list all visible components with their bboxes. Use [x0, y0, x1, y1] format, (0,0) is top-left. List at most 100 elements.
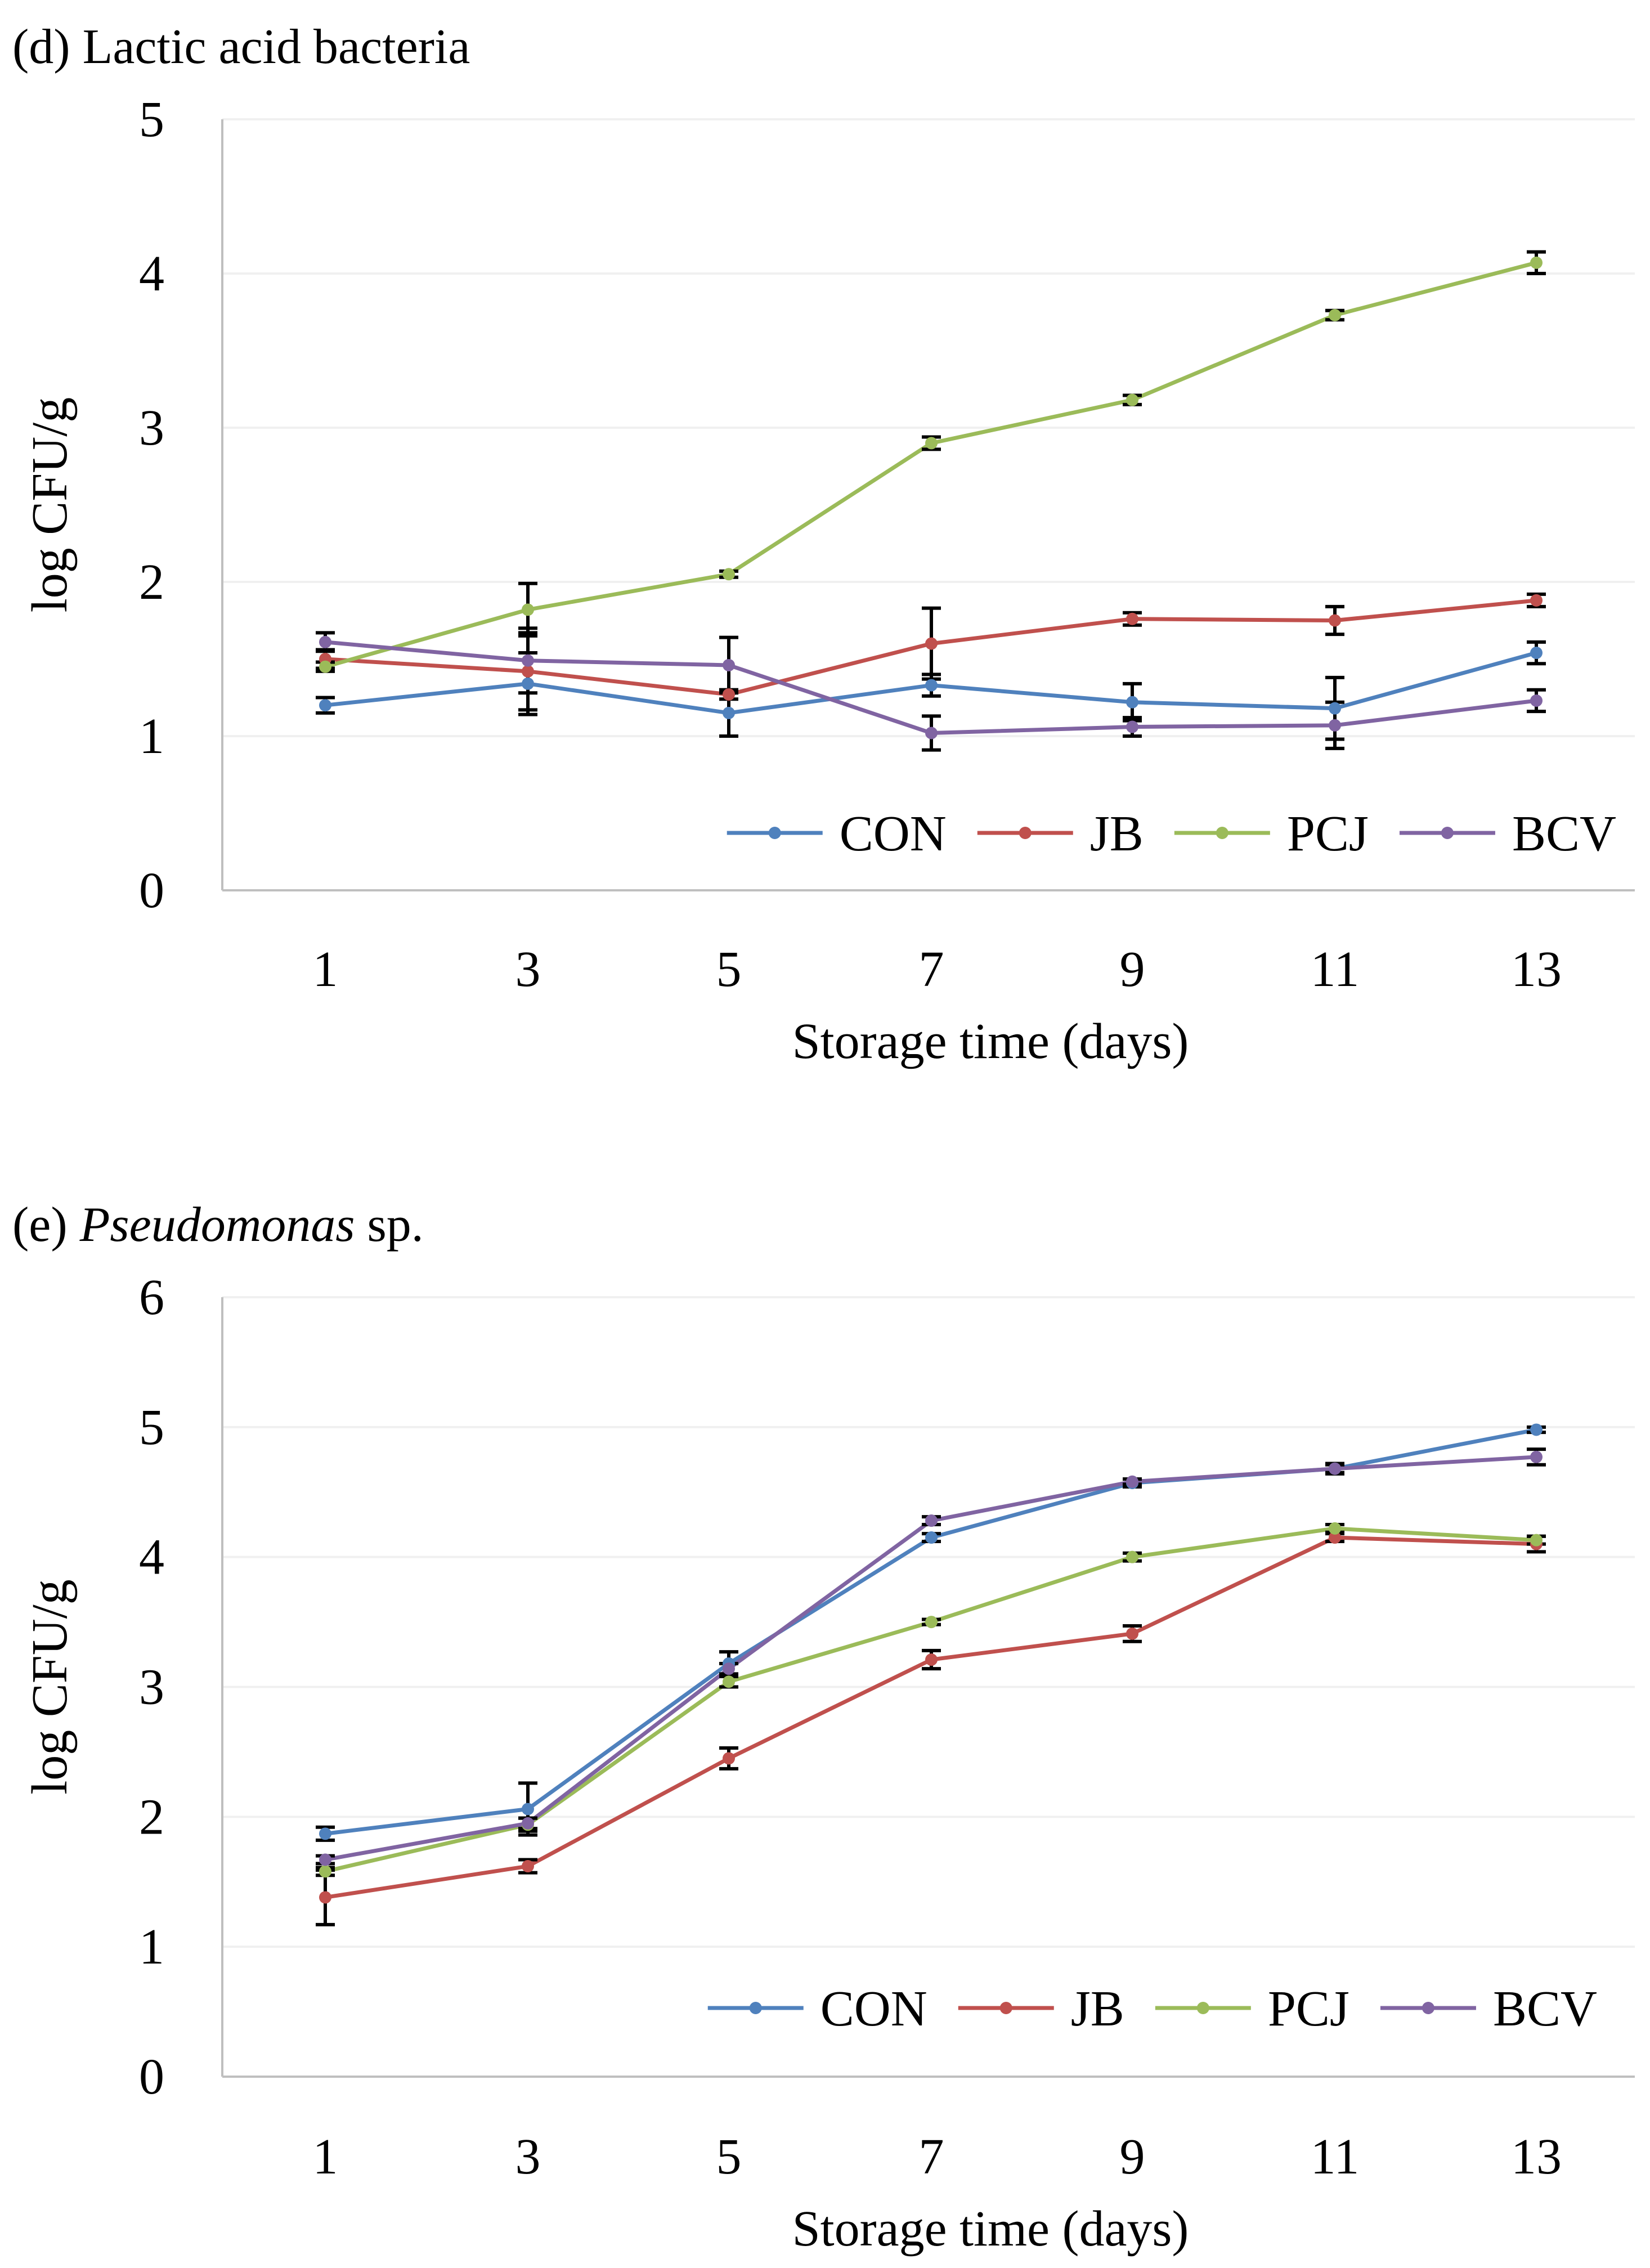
- data-point-pcj: [1530, 1534, 1543, 1547]
- legend-marker: [1196, 2002, 1209, 2014]
- gridlines: [222, 1296, 1635, 1948]
- legend-marker: [768, 827, 781, 839]
- data-point-pcj: [319, 1865, 331, 1878]
- data-point-con: [522, 677, 534, 690]
- y-tick-label: 6: [139, 1270, 164, 1325]
- x-tick-label: 1: [313, 942, 338, 997]
- x-tick-labels: 1 3 5 7 9 11 13: [313, 942, 1562, 997]
- data-point-jb: [925, 1653, 938, 1666]
- data-point-jb: [925, 637, 938, 650]
- series-line-jb: [325, 1535, 1537, 1899]
- chart-title: (e) Pseudomonas sp.: [12, 1198, 424, 1252]
- data-point-con: [723, 706, 735, 719]
- legend-marker: [1441, 827, 1454, 839]
- legend-label: JB: [1071, 1981, 1124, 2037]
- data-point-bcv: [1530, 694, 1543, 707]
- y-tick-label: 4: [139, 1530, 164, 1585]
- x-tick-label: 1: [313, 2129, 338, 2185]
- legend-item-bcv: BCV: [1380, 1981, 1597, 2037]
- x-axis-label: Storage time (days): [792, 2201, 1189, 2257]
- legend: CON JB PCJ BCV: [707, 1981, 1597, 2037]
- x-axis-label: Storage time (days): [792, 1014, 1189, 1069]
- data-point-bcv: [319, 1853, 331, 1866]
- data-point-jb: [1530, 594, 1543, 607]
- legend-marker: [1422, 2002, 1434, 2014]
- series-line-pcj: [325, 1526, 1537, 1873]
- x-tick-label: 11: [1311, 942, 1360, 997]
- data-point-bcv: [1329, 719, 1341, 732]
- data-point-bcv: [522, 1817, 534, 1830]
- legend-marker: [1019, 827, 1032, 839]
- data-point-bcv: [1126, 720, 1138, 733]
- y-tick-label: 5: [139, 1400, 164, 1455]
- data-point-bcv: [1126, 1475, 1138, 1488]
- x-tick-label: 7: [919, 2129, 944, 2185]
- legend-item-jb: JB: [977, 806, 1144, 862]
- data-point-con: [319, 699, 331, 712]
- data-point-jb: [522, 665, 534, 678]
- x-tick-label: 5: [716, 2129, 742, 2185]
- y-tick-labels: 0 1 2 3 4 5: [139, 92, 164, 918]
- data-point-bcv: [319, 635, 331, 648]
- data-point-bcv: [925, 727, 938, 739]
- chart-title: (d) Lactic acid bacteria: [12, 20, 470, 74]
- data-point-con: [925, 1531, 938, 1544]
- y-axis-label: log CFU/g: [22, 1579, 78, 1795]
- legend-label: PCJ: [1287, 806, 1369, 862]
- legend-item-bcv: BCV: [1399, 806, 1616, 862]
- y-tick-label: 1: [139, 1919, 164, 1975]
- data-point-jb: [1126, 1627, 1138, 1640]
- legend: CON JB PCJ BCV: [727, 806, 1616, 862]
- x-tick-label: 3: [515, 2129, 541, 2185]
- data-point-pcj: [723, 1675, 735, 1688]
- data-point-con: [925, 679, 938, 692]
- legend-label: CON: [840, 806, 947, 862]
- legend-marker: [749, 2002, 762, 2014]
- legend-item-con: CON: [727, 806, 947, 862]
- data-point-bcv: [522, 654, 534, 667]
- data-point-pcj: [319, 660, 331, 673]
- x-tick-label: 9: [1120, 942, 1145, 997]
- y-tick-label: 2: [139, 1789, 164, 1845]
- legend-item-pcj: PCJ: [1155, 1981, 1349, 2037]
- legend-label: BCV: [1512, 806, 1616, 862]
- data-point-pcj: [1329, 1522, 1341, 1535]
- data-point-bcv: [723, 658, 735, 671]
- y-tick-label: 3: [139, 1660, 164, 1715]
- y-tick-label: 4: [139, 246, 164, 302]
- series-line-con: [325, 1428, 1537, 1836]
- x-tick-label: 9: [1120, 2129, 1145, 2185]
- x-tick-label: 11: [1311, 2129, 1360, 2185]
- data-point-jb: [522, 1860, 534, 1873]
- y-tick-label: 0: [139, 2049, 164, 2105]
- data-point-jb: [319, 1891, 331, 1904]
- data-point-jb: [1126, 612, 1138, 625]
- data-point-bcv: [1329, 1462, 1341, 1475]
- data-point-con: [1530, 1423, 1543, 1436]
- data-point-con: [1329, 702, 1341, 715]
- data-point-pcj: [1530, 256, 1543, 269]
- legend-label: JB: [1090, 806, 1144, 862]
- legend-item-con: CON: [707, 1981, 927, 2037]
- data-point-pcj: [1126, 393, 1138, 406]
- data-point-bcv: [925, 1514, 938, 1527]
- data-point-jb: [723, 1752, 735, 1765]
- data-point-bcv: [1530, 1450, 1543, 1463]
- x-tick-label: 7: [919, 942, 944, 997]
- x-tick-label: 5: [716, 942, 742, 997]
- legend-label: PCJ: [1268, 1981, 1349, 2037]
- data-point-con: [1530, 647, 1543, 660]
- legend-marker: [1216, 827, 1228, 839]
- y-tick-label: 5: [139, 92, 164, 147]
- data-point-con: [319, 1827, 331, 1840]
- legend-label: CON: [820, 1981, 927, 2037]
- y-tick-labels: 0 1 2 3 4 5 6: [139, 1270, 164, 2105]
- data-point-pcj: [723, 568, 735, 581]
- data-point-jb: [723, 688, 735, 701]
- legend-label: BCV: [1493, 1981, 1597, 2037]
- data-point-pcj: [522, 603, 534, 616]
- y-tick-label: 3: [139, 400, 164, 456]
- x-tick-labels: 1 3 5 7 9 11 13: [313, 2129, 1562, 2185]
- legend-item-jb: JB: [958, 1981, 1124, 2037]
